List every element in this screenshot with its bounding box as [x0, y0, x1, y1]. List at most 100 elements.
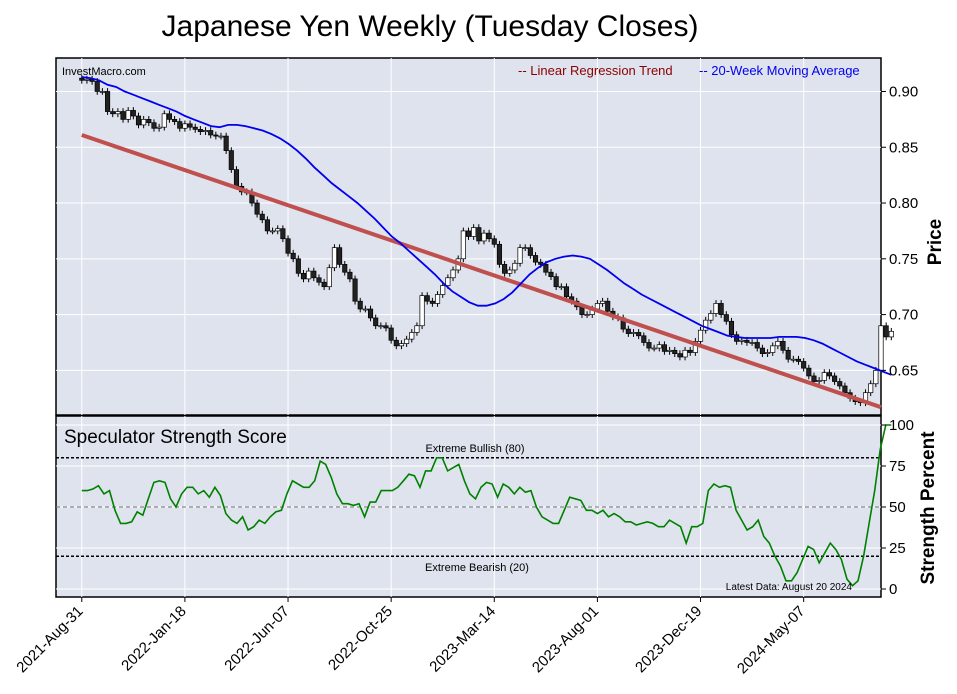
- candle-body: [172, 119, 178, 122]
- candle-body: [275, 228, 281, 232]
- strength-axis-label: Strength Percent: [918, 431, 939, 585]
- candle-body: [697, 329, 704, 342]
- candle-body: [728, 320, 735, 336]
- candle-body: [656, 344, 662, 349]
- candle-body: [393, 339, 399, 347]
- candle-body: [703, 319, 709, 331]
- x-tick-label: 2023-Aug-01: [529, 603, 602, 676]
- candle-body: [295, 258, 301, 274]
- price-tick-label: 0.70: [889, 307, 918, 324]
- candle-body: [264, 219, 270, 232]
- candle-body: [398, 343, 405, 347]
- candle-body: [141, 119, 147, 126]
- candle-body: [682, 349, 688, 358]
- strength-tick-label: 25: [889, 540, 906, 557]
- candle-body: [641, 335, 647, 343]
- candle-body: [388, 327, 394, 341]
- price-tick-label: 0.65: [889, 362, 918, 379]
- strength-tick-label: 75: [889, 458, 906, 475]
- candle-body: [213, 134, 219, 137]
- candle-body: [795, 358, 802, 362]
- candle-body: [507, 269, 513, 274]
- candle-body: [187, 123, 193, 128]
- candle-body: [146, 119, 152, 124]
- candle-body: [259, 213, 265, 221]
- candle-body: [868, 383, 874, 394]
- candle-body: [744, 339, 750, 343]
- candle-body: [584, 314, 590, 316]
- candle-body: [832, 375, 838, 382]
- candle-body: [290, 252, 296, 260]
- price-tick-label: 0.75: [889, 251, 918, 268]
- candle-body: [94, 81, 100, 92]
- candle-body: [337, 247, 343, 265]
- candle-body: [270, 230, 276, 233]
- candle-body: [120, 111, 126, 120]
- candle-body: [326, 267, 332, 288]
- candle-body: [527, 247, 533, 256]
- candle-body: [481, 232, 487, 242]
- candle-body: [687, 349, 693, 353]
- candle-body: [625, 328, 631, 334]
- candle-body: [331, 247, 337, 269]
- x-tick-label: 2021-Aug-31: [13, 603, 86, 676]
- candle-body: [192, 126, 198, 130]
- candle-body: [440, 285, 446, 295]
- candle-body: [228, 150, 234, 170]
- candle-body: [306, 270, 312, 280]
- candle-body: [197, 129, 203, 132]
- candle-body: [429, 300, 435, 304]
- candle-body: [79, 77, 85, 81]
- candle-body: [826, 372, 832, 377]
- candle-body: [476, 227, 482, 242]
- strength-tick-label: 0: [889, 581, 897, 598]
- candle-body: [532, 255, 539, 263]
- candle-body: [553, 276, 559, 288]
- candle-body: [357, 300, 363, 310]
- candle-body: [383, 325, 389, 329]
- x-tick-label: 2022-Jan-18: [118, 603, 190, 675]
- candle-body: [543, 264, 549, 273]
- grid-lines: [56, 58, 881, 597]
- legend-regression: -- Linear Regression Trend: [518, 63, 673, 78]
- candle-body: [878, 325, 884, 371]
- candle-body: [605, 300, 611, 312]
- candle-body: [419, 295, 425, 327]
- candle-body: [708, 313, 714, 321]
- candle-body: [218, 135, 224, 138]
- candle-body: [811, 375, 817, 382]
- candle-body: [409, 332, 415, 340]
- candle-body: [450, 269, 456, 279]
- candle-body: [754, 342, 760, 349]
- candle-body: [548, 271, 554, 278]
- candle-body: [435, 294, 441, 304]
- x-tick-label: 2023-Mar-14: [426, 603, 499, 676]
- x-tick-label: 2022-Oct-25: [325, 603, 396, 674]
- x-tick-label: 2022-Jun-07: [221, 603, 293, 675]
- candle-body: [502, 264, 508, 274]
- candle-body: [300, 272, 307, 280]
- candle-body: [651, 347, 657, 350]
- candle-body: [151, 122, 157, 129]
- candle-body: [888, 330, 894, 338]
- candle-body: [285, 238, 291, 254]
- moving-average-line: [81, 76, 892, 376]
- candle-body: [316, 277, 322, 283]
- candle-body: [465, 230, 472, 237]
- candle-body: [759, 347, 765, 354]
- candle-body: [115, 111, 121, 115]
- price-axis-label: Price: [925, 219, 946, 265]
- candle-body: [156, 126, 162, 129]
- candle-body: [223, 135, 229, 151]
- candle-body: [166, 113, 172, 120]
- candle-body: [182, 123, 188, 129]
- candle-body: [367, 308, 374, 319]
- candle-body: [404, 338, 410, 344]
- candle-body: [563, 286, 570, 298]
- candle-body: [780, 341, 786, 351]
- candle-body: [84, 78, 90, 81]
- candle-body: [254, 202, 260, 215]
- candle-body: [362, 308, 368, 311]
- chart-title: Japanese Yen Weekly (Tuesday Closes): [161, 10, 699, 43]
- candle-body: [280, 228, 286, 240]
